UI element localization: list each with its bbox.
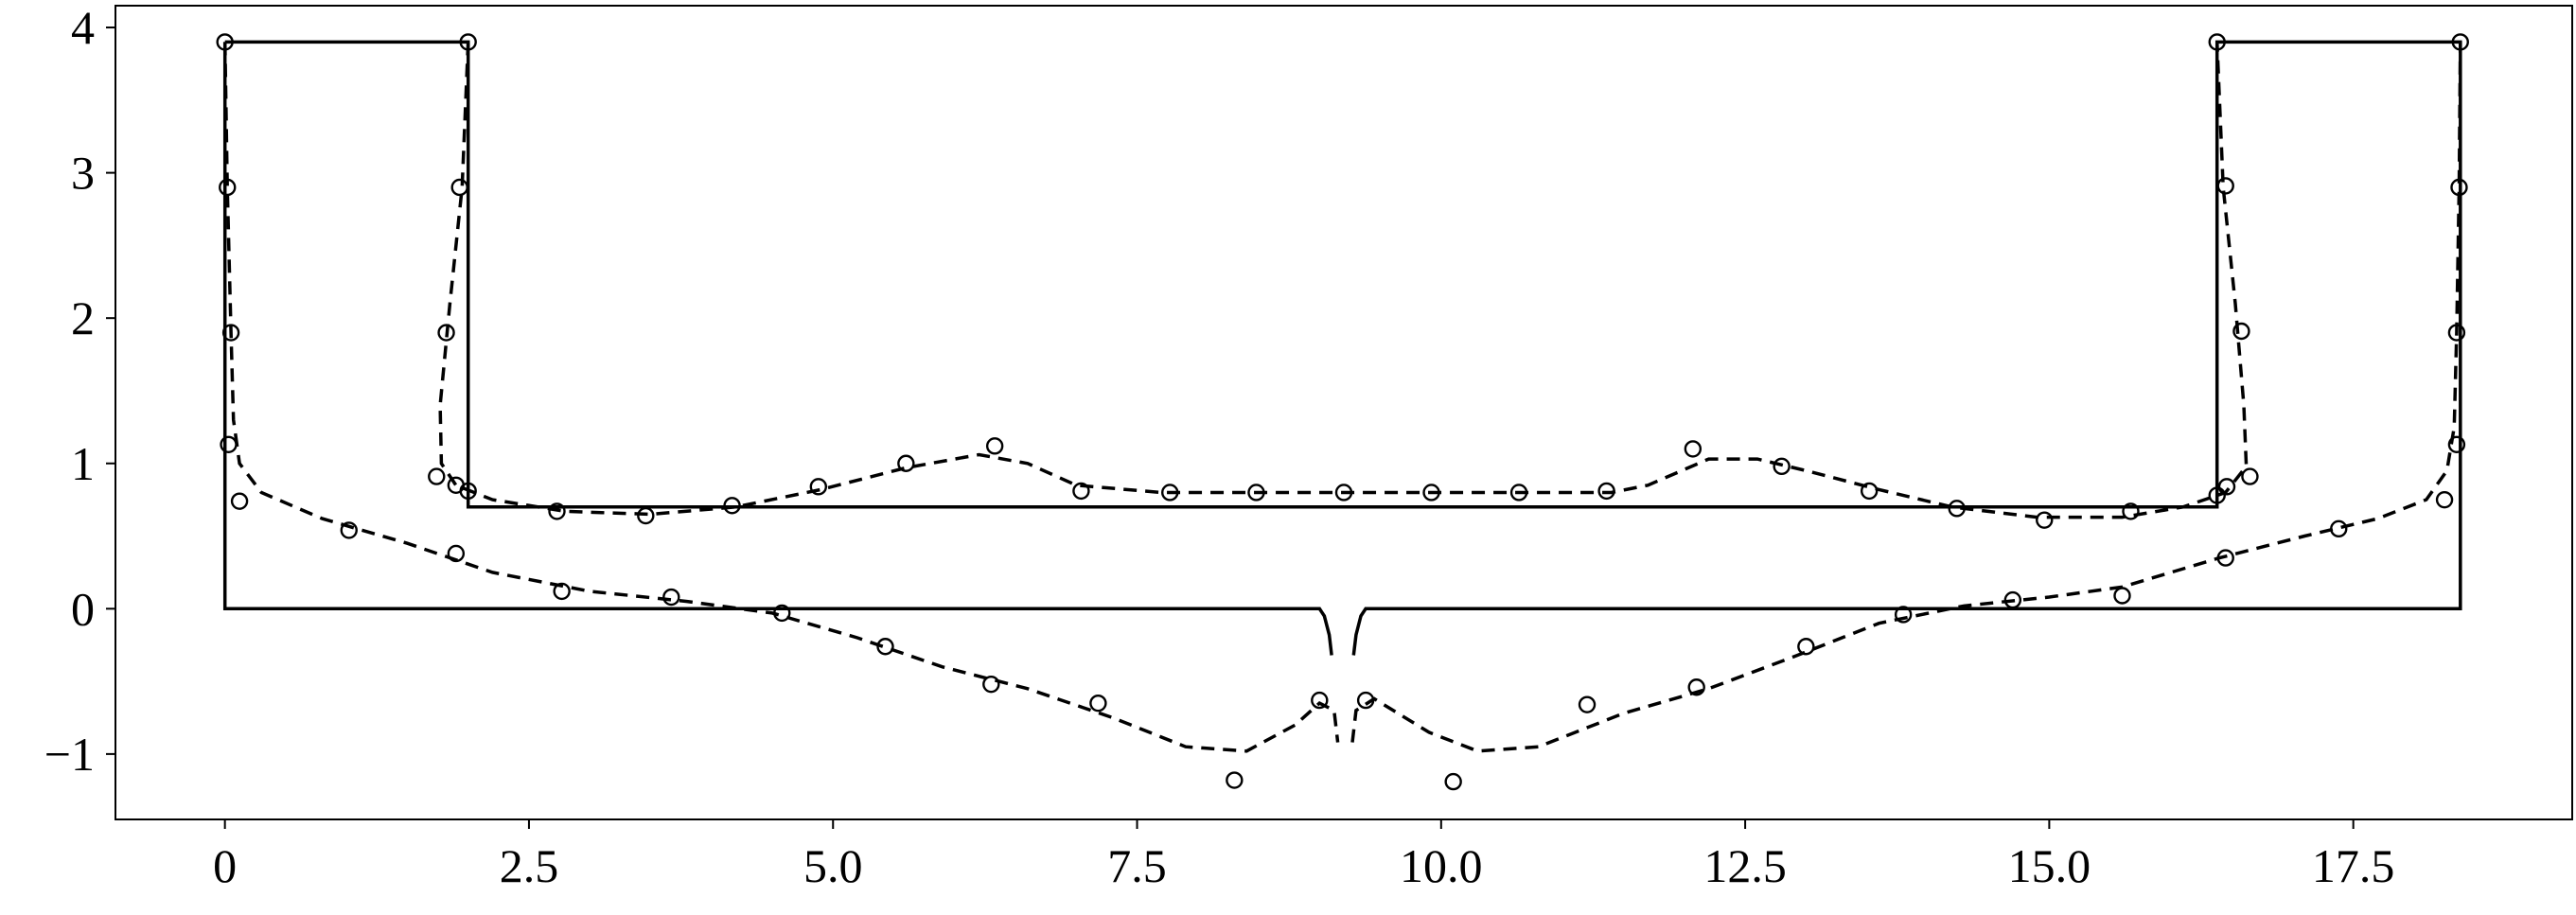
data-point	[219, 178, 237, 197]
dashed-line-segment	[438, 42, 2249, 519]
data-point	[2216, 177, 2234, 195]
data-point	[1161, 484, 1179, 501]
y-tick-label: 4	[71, 1, 95, 54]
data-point	[216, 33, 234, 51]
data-point	[1948, 500, 1966, 518]
data-point	[447, 544, 466, 563]
data-point	[2208, 486, 2226, 504]
data-point	[982, 675, 1000, 694]
x-tick-label: 7.5	[1107, 839, 1167, 892]
series-layer	[216, 33, 2469, 791]
data-point	[1089, 694, 1107, 713]
plot-frame	[115, 5, 2573, 820]
data-point	[428, 467, 446, 485]
data-point	[2451, 33, 2469, 51]
data-point	[553, 582, 571, 601]
data-point	[1422, 484, 1440, 501]
y-tick-label: 2	[71, 291, 95, 344]
data-point	[1797, 638, 1815, 656]
x-tick-label: 10.0	[1400, 839, 1483, 892]
data-point	[1509, 484, 1528, 501]
data-point	[2232, 322, 2250, 341]
y-tick-label: −1	[44, 728, 95, 781]
data-point	[230, 492, 249, 510]
y-axis: −1 0 1 2 3 4	[44, 1, 115, 781]
data-point	[1356, 691, 1375, 710]
y-tick-label: 1	[71, 437, 95, 490]
data-point	[221, 324, 240, 342]
data-point	[637, 506, 655, 525]
solid-line-segment	[222, 42, 1333, 656]
data-point	[1444, 772, 1462, 791]
data-point	[897, 454, 915, 472]
data-point	[809, 478, 828, 496]
data-point	[2217, 478, 2236, 496]
data-point	[662, 588, 680, 607]
data-point	[459, 33, 477, 51]
data-point	[1072, 482, 1090, 501]
data-point	[437, 324, 455, 342]
data-point	[2122, 502, 2140, 520]
x-tick-label: 0	[213, 839, 237, 892]
data-point	[2435, 490, 2454, 509]
x-tick-label: 15.0	[2008, 839, 2091, 892]
data-point	[459, 482, 477, 501]
data-point	[220, 435, 238, 453]
dashed-line-series	[222, 42, 2462, 753]
data-point	[340, 521, 358, 539]
data-point	[876, 638, 894, 656]
dashed-line-segment	[222, 42, 1340, 753]
data-point	[2330, 519, 2348, 538]
solid-line-series	[222, 40, 2462, 656]
y-tick-label: 3	[71, 147, 95, 200]
data-point	[2113, 587, 2131, 605]
solid-line-segment	[224, 40, 2462, 656]
x-tick-label: 5.0	[803, 839, 863, 892]
data-point	[1860, 482, 1879, 501]
data-point	[773, 604, 791, 623]
data-point	[2450, 178, 2468, 197]
data-point	[1311, 691, 1329, 710]
y-tick-label: 0	[71, 582, 95, 635]
data-point	[1894, 606, 1913, 624]
x-axis: 0 2.5 5.0 7.5 10.0 12.5 15.0 17.5	[213, 819, 2394, 892]
data-point	[1773, 457, 1791, 476]
dashed-line-segment	[1350, 42, 2462, 753]
marker-series	[216, 33, 2469, 791]
data-point	[1597, 482, 1615, 501]
data-point	[1226, 771, 1244, 789]
data-point	[2003, 590, 2022, 609]
data-point	[1334, 484, 1353, 501]
data-point	[1247, 484, 1265, 501]
data-point	[2241, 467, 2259, 485]
data-point	[2447, 324, 2466, 342]
data-point	[2208, 33, 2226, 51]
data-point	[1578, 695, 1597, 713]
x-tick-label: 2.5	[500, 839, 559, 892]
x-tick-label: 12.5	[1703, 839, 1787, 892]
data-point	[2447, 435, 2466, 453]
data-point	[985, 437, 1004, 455]
data-point	[1684, 440, 1703, 458]
data-point	[2036, 511, 2054, 529]
data-point	[2216, 549, 2234, 567]
data-point	[548, 502, 566, 520]
data-point	[1687, 678, 1705, 696]
x-tick-label: 17.5	[2312, 839, 2395, 892]
data-point	[723, 497, 741, 515]
data-point	[450, 178, 468, 197]
